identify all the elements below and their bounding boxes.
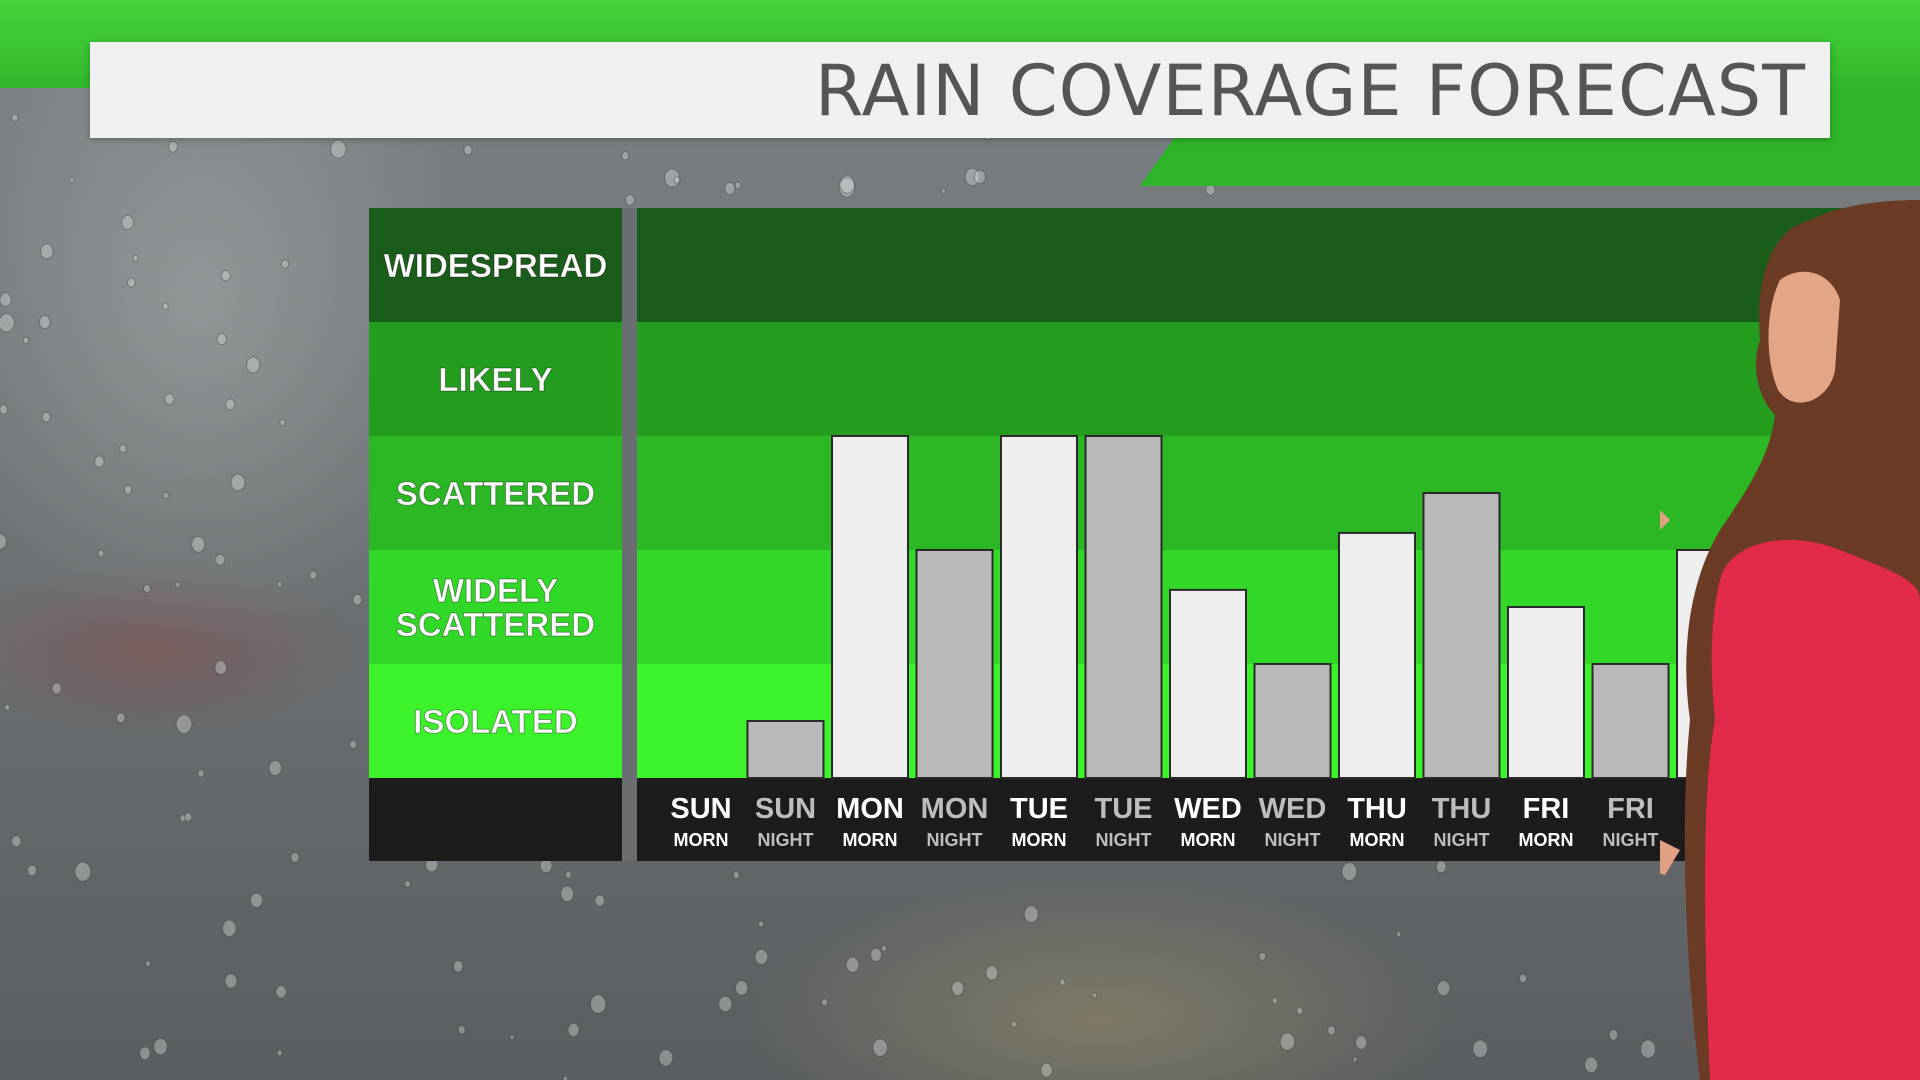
bar-wed-night: [1253, 663, 1332, 779]
bar-tue-morn: [1000, 435, 1078, 779]
x-tick-day-label: MON: [921, 793, 989, 825]
bar-fri-morn: [1507, 606, 1585, 779]
x-tick-period-label: NIGHT: [1265, 830, 1321, 850]
x-tick-period-label: MORN: [674, 830, 729, 850]
bar-thu-night: [1422, 492, 1501, 779]
x-tick-day-label: TUE: [1095, 793, 1153, 825]
level-label-band: [369, 436, 622, 550]
x-tick-day-label: THU: [1347, 793, 1407, 825]
presenter-silhouette: [1660, 200, 1920, 1080]
x-tick-day-label: SUN: [755, 793, 816, 825]
bar-thu-morn: [1338, 531, 1416, 779]
x-tick-day-label: WED: [1174, 793, 1242, 825]
x-tick-period-label: NIGHT: [758, 830, 814, 850]
x-tick-period-label: MORN: [1519, 830, 1574, 850]
level-label-band: [369, 322, 622, 436]
coverage-level-label: SCATTERED: [396, 475, 595, 512]
level-label-band: [369, 664, 622, 778]
x-tick-period-label: NIGHT: [1434, 830, 1490, 850]
x-tick-day-label: TUE: [1010, 793, 1068, 825]
coverage-level-label: WIDELY SCATTERED: [396, 572, 595, 643]
coverage-level-label: WIDESPREAD: [384, 247, 608, 284]
x-tick-period-label: NIGHT: [927, 830, 983, 850]
bar-sun-night: [746, 720, 825, 779]
x-tick-period-label: NIGHT: [1603, 830, 1659, 850]
label-panel-footer: [369, 778, 622, 861]
x-tick-day-label: SUN: [670, 793, 731, 825]
x-tick-period-label: NIGHT: [1096, 830, 1152, 850]
plot-level-band: [637, 322, 1920, 436]
bar-wed-morn: [1169, 588, 1247, 779]
x-tick-day-label: WED: [1259, 793, 1327, 825]
coverage-level-label: LIKELY: [438, 361, 552, 398]
level-label-band: [369, 208, 622, 322]
bar-mon-night: [915, 549, 994, 779]
title-bar: RAIN COVERAGE FORECAST: [90, 42, 1830, 138]
x-tick-period-label: MORN: [1350, 830, 1405, 850]
level-label-band: [369, 550, 622, 664]
bar-fri-night: [1591, 663, 1670, 779]
x-tick-period-label: MORN: [1012, 830, 1067, 850]
panel-separator: [622, 208, 637, 861]
x-tick-day-label: MON: [836, 793, 904, 825]
x-tick-day-label: THU: [1432, 793, 1492, 825]
x-tick-day-label: FRI: [1607, 793, 1654, 825]
plot-level-band: [637, 208, 1920, 322]
bar-tue-night: [1084, 435, 1163, 779]
chart-title: RAIN COVERAGE FORECAST: [814, 50, 1806, 132]
bar-mon-morn: [831, 435, 909, 779]
x-tick-period-label: MORN: [1181, 830, 1236, 850]
x-tick-day-label: FRI: [1523, 793, 1570, 825]
x-tick-period-label: MORN: [843, 830, 898, 850]
coverage-level-label: ISOLATED: [413, 703, 577, 740]
